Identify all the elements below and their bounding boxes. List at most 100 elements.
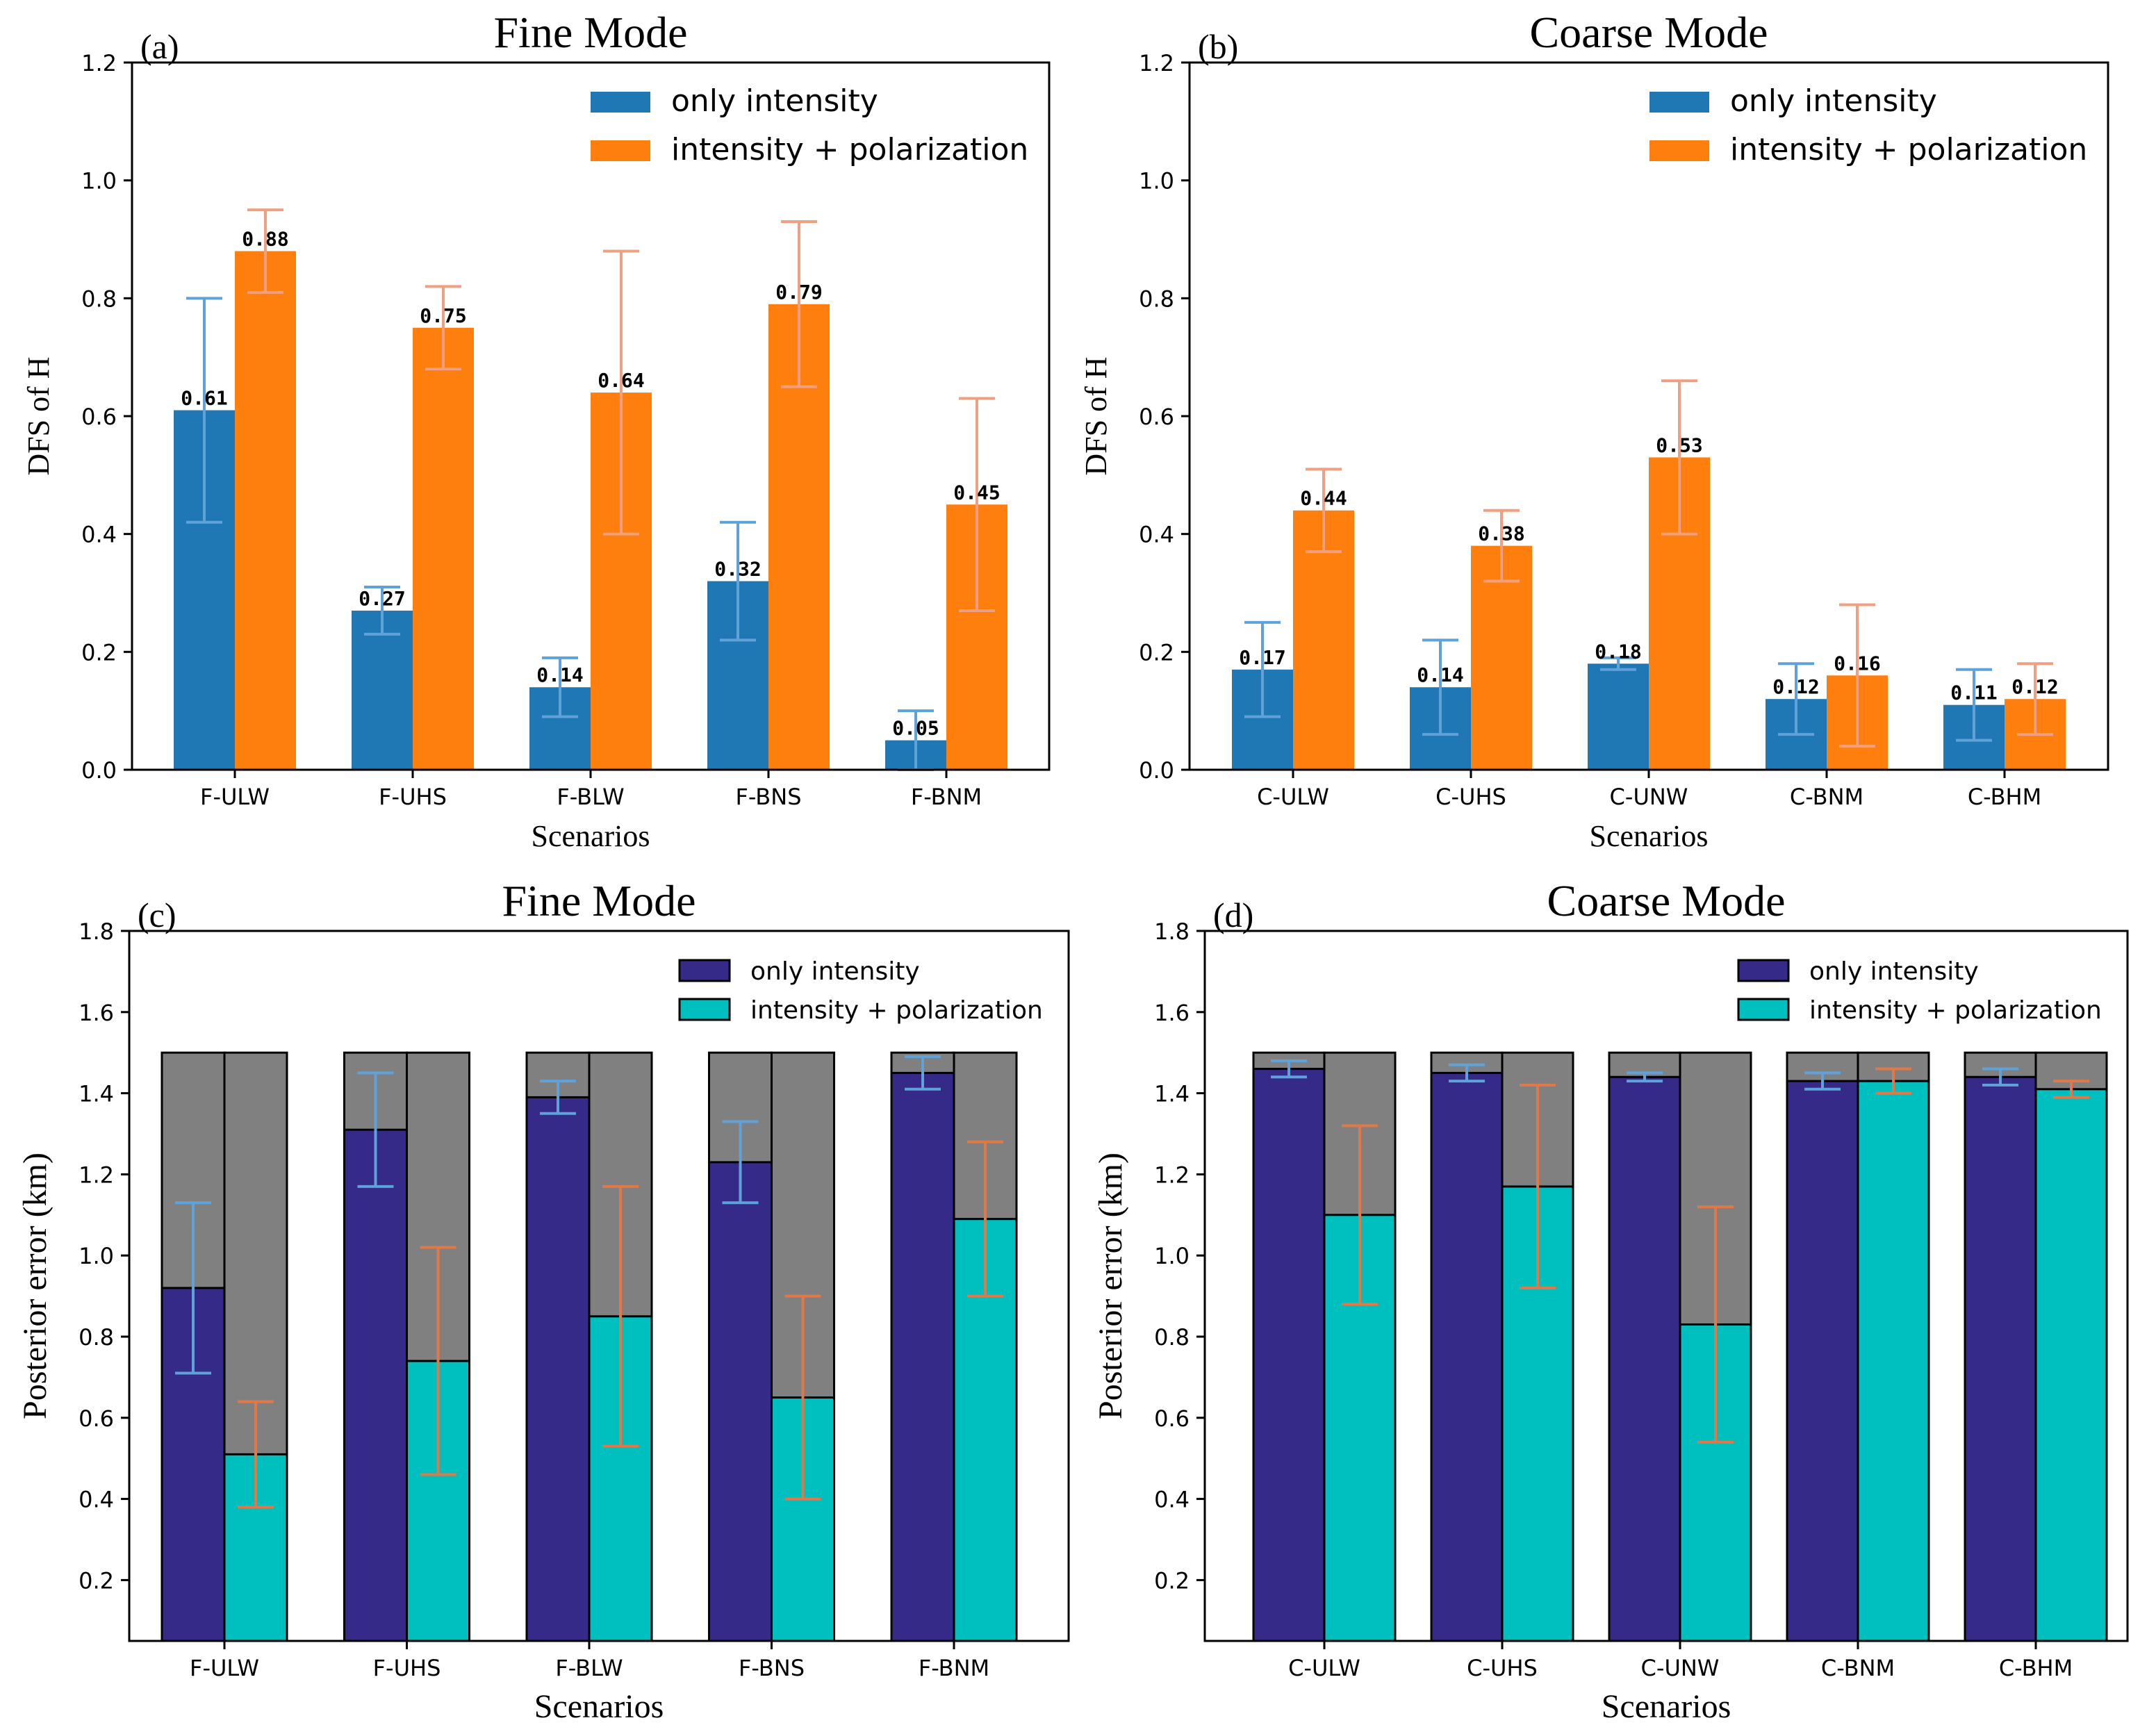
y-tick-label: 0.8 [1139, 286, 1174, 312]
panel-d: Coarse Mode (d) 0.2 0.4 0.6 0.8 1.0 1.2 1.4 1.6 1.… [1092, 876, 2129, 1725]
bar [413, 327, 474, 770]
x-tick-label: C-ULW [1288, 1655, 1360, 1681]
x-tick-label: F-BNM [919, 1655, 989, 1681]
bar [708, 1161, 773, 1642]
y-tick-label: 0.8 [1154, 1324, 1190, 1351]
legend-swatch [591, 140, 650, 161]
legend: only intensity intensity + polarization [678, 957, 1043, 1025]
y-tick-label: 0.4 [81, 522, 117, 548]
legend-label: only intensity [1730, 83, 1937, 119]
y-tick-label: 1.4 [79, 1081, 114, 1107]
legend-label: only intensity [1809, 957, 1979, 986]
y-tick-label: 1.8 [79, 918, 114, 945]
bar [1252, 1068, 1326, 1642]
y-tick-label: 0.8 [79, 1324, 114, 1351]
x-tick-label: F-BNM [911, 784, 982, 810]
data-label: 0.16 [1834, 652, 1880, 675]
data-label: 0.88 [242, 227, 288, 250]
y-tick-label: 0.8 [81, 286, 117, 312]
y-tick-label: 1.2 [79, 1162, 114, 1188]
legend: only intensity intensity + polarization [1649, 83, 2087, 167]
bar [890, 1071, 955, 1642]
y-tick-label: 1.0 [79, 1243, 114, 1269]
data-label: 0.12 [2011, 675, 2058, 698]
x-tick-label: C-BHM [1999, 1655, 2073, 1681]
x-tick-label: F-ULW [190, 1655, 259, 1681]
legend-swatch [1649, 92, 1709, 113]
legend-label: intensity + polarization [1730, 132, 2087, 167]
y-tick-label: 1.6 [79, 1000, 114, 1026]
panel-c: Fine Mode (c) 0.2 0.4 0.6 0.8 1.0 1.2 1.4 1.6 1.8 F… [17, 876, 1070, 1725]
panel-b: Coarse Mode (b) 0.17 0.14 0.18 0.12 0.11 0.44 0.… [1079, 8, 2109, 853]
bar [1964, 1075, 2037, 1642]
y-tick-label: 1.2 [1154, 1162, 1190, 1188]
data-label: 0.14 [536, 663, 583, 686]
data-label: 0.61 [181, 387, 227, 410]
bar [1293, 510, 1354, 770]
y-axis-label: DFS of H [1079, 356, 1113, 475]
legend: only intensity intensity + polarization [591, 83, 1028, 167]
legend-label: only intensity [671, 83, 878, 119]
y-tick-label: 0.0 [1139, 757, 1174, 784]
data-label: 0.17 [1239, 646, 1285, 669]
x-tick-label: F-BNS [739, 1655, 805, 1681]
panel-label: (b) [1198, 27, 1238, 66]
data-label: 0.18 [1595, 640, 1641, 663]
panel-a: Fine Mode (a) 0.61 0.27 0.14 0.32 0.05 0.88 0.75… [22, 8, 1051, 853]
x-tick-label: C-UHS [1467, 1655, 1538, 1681]
x-tick-label: F-UHS [379, 784, 447, 810]
legend-swatch [591, 92, 650, 113]
data-label: 0.38 [1478, 522, 1524, 545]
x-axis-label: Scenarios [1589, 819, 1708, 853]
y-tick-label: 1.2 [1139, 50, 1174, 76]
chart-title: Coarse Mode [1547, 876, 1785, 925]
x-axis-label: Scenarios [534, 1688, 664, 1725]
data-label: 0.45 [953, 481, 1000, 504]
x-tick-label: C-BNM [1821, 1655, 1895, 1681]
y-axis-label: DFS of H [22, 356, 56, 475]
legend-label: intensity + polarization [750, 996, 1043, 1025]
y-tick-label: 1.0 [81, 168, 117, 195]
panel-label: (c) [138, 895, 176, 934]
y-tick-label: 0.6 [79, 1405, 114, 1432]
y-tick-label: 1.8 [1154, 918, 1190, 945]
x-tick-label: F-BLW [555, 1655, 623, 1681]
x-tick-label: C-BNM [1790, 784, 1863, 810]
x-tick-label: C-UNW [1610, 784, 1688, 810]
chart-title: Fine Mode [502, 876, 696, 925]
panel-label: (d) [1213, 895, 1253, 934]
x-tick-label: F-BNS [735, 784, 801, 810]
y-tick-label: 1.0 [1139, 168, 1174, 195]
legend-swatch [1649, 140, 1709, 161]
y-tick-label: 0.4 [79, 1487, 114, 1513]
x-tick-label: F-UHS [373, 1655, 441, 1681]
bar [1608, 1075, 1681, 1642]
data-label: 0.53 [1656, 434, 1702, 456]
bar [525, 1096, 591, 1642]
legend-label: intensity + polarization [1809, 996, 2102, 1025]
bar [1857, 1080, 1930, 1642]
data-label: 0.27 [359, 587, 405, 610]
x-tick-label: C-ULW [1257, 784, 1329, 810]
x-tick-label: C-BHM [1968, 784, 2041, 810]
x-tick-label: C-UHS [1435, 784, 1506, 810]
legend-label: only intensity [750, 957, 920, 986]
legend-swatch [678, 959, 731, 982]
x-axis-label: Scenarios [531, 819, 650, 853]
legend-swatch [1737, 998, 1790, 1021]
data-label: 0.32 [714, 558, 761, 581]
y-tick-label: 0.4 [1154, 1487, 1190, 1513]
x-axis-label: Scenarios [1602, 1688, 1731, 1725]
y-axis-label: Posterior error (km) [17, 1153, 54, 1419]
bar [1430, 1071, 1504, 1642]
data-label: 0.05 [892, 717, 939, 740]
chart-title: Coarse Mode [1529, 8, 1768, 57]
y-tick-label: 0.6 [81, 404, 117, 430]
data-label: 0.75 [420, 304, 466, 327]
chart-title: Fine Mode [493, 8, 687, 57]
plot-frame [1203, 930, 2129, 1642]
panel-label: (a) [140, 27, 179, 66]
bar [1471, 545, 1532, 770]
x-tick-label: F-ULW [200, 784, 270, 810]
